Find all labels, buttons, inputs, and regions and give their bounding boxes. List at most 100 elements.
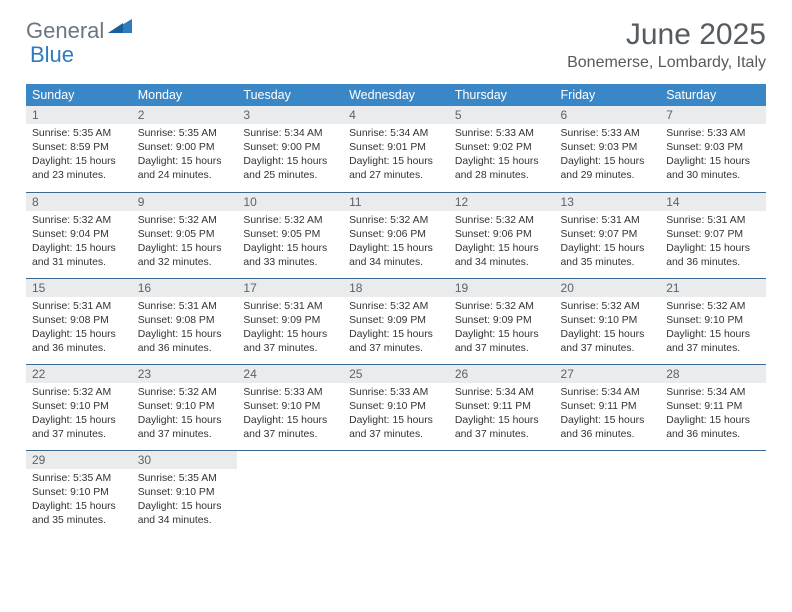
weekday-header-row: SundayMondayTuesdayWednesdayThursdayFrid…: [26, 84, 766, 106]
day-details: Sunrise: 5:31 AMSunset: 9:07 PMDaylight:…: [555, 211, 661, 276]
day-number: 22: [26, 365, 132, 383]
calendar-cell: 27Sunrise: 5:34 AMSunset: 9:11 PMDayligh…: [555, 364, 661, 450]
calendar-cell: 1Sunrise: 5:35 AMSunset: 8:59 PMDaylight…: [26, 106, 132, 192]
calendar-table: SundayMondayTuesdayWednesdayThursdayFrid…: [26, 84, 766, 536]
day-number: 11: [343, 193, 449, 211]
day-number: 30: [132, 451, 238, 469]
day-details: Sunrise: 5:33 AMSunset: 9:10 PMDaylight:…: [343, 383, 449, 448]
day-details: Sunrise: 5:31 AMSunset: 9:09 PMDaylight:…: [237, 297, 343, 362]
calendar-cell: 28Sunrise: 5:34 AMSunset: 9:11 PMDayligh…: [660, 364, 766, 450]
calendar-cell: 21Sunrise: 5:32 AMSunset: 9:10 PMDayligh…: [660, 278, 766, 364]
title-block: June 2025 Bonemerse, Lombardy, Italy: [567, 18, 766, 72]
calendar-cell: 25Sunrise: 5:33 AMSunset: 9:10 PMDayligh…: [343, 364, 449, 450]
day-details: Sunrise: 5:35 AMSunset: 8:59 PMDaylight:…: [26, 124, 132, 189]
day-details: Sunrise: 5:34 AMSunset: 9:11 PMDaylight:…: [660, 383, 766, 448]
calendar-cell: 24Sunrise: 5:33 AMSunset: 9:10 PMDayligh…: [237, 364, 343, 450]
calendar-body: 1Sunrise: 5:35 AMSunset: 8:59 PMDaylight…: [26, 106, 766, 536]
day-details: Sunrise: 5:32 AMSunset: 9:10 PMDaylight:…: [555, 297, 661, 362]
day-details: Sunrise: 5:32 AMSunset: 9:05 PMDaylight:…: [132, 211, 238, 276]
day-details: Sunrise: 5:32 AMSunset: 9:09 PMDaylight:…: [449, 297, 555, 362]
day-details: Sunrise: 5:32 AMSunset: 9:06 PMDaylight:…: [343, 211, 449, 276]
day-details: Sunrise: 5:34 AMSunset: 9:00 PMDaylight:…: [237, 124, 343, 189]
weekday-header: Monday: [132, 84, 238, 106]
calendar-row: 15Sunrise: 5:31 AMSunset: 9:08 PMDayligh…: [26, 278, 766, 364]
day-details: Sunrise: 5:32 AMSunset: 9:10 PMDaylight:…: [660, 297, 766, 362]
day-number: 9: [132, 193, 238, 211]
logo-word-2: Blue: [30, 42, 74, 67]
day-details: Sunrise: 5:32 AMSunset: 9:05 PMDaylight:…: [237, 211, 343, 276]
day-number: 3: [237, 106, 343, 124]
day-number: 6: [555, 106, 661, 124]
logo-word-1: General: [26, 18, 104, 44]
day-details: Sunrise: 5:31 AMSunset: 9:07 PMDaylight:…: [660, 211, 766, 276]
day-details: Sunrise: 5:33 AMSunset: 9:10 PMDaylight:…: [237, 383, 343, 448]
weekday-header: Thursday: [449, 84, 555, 106]
calendar-cell: 4Sunrise: 5:34 AMSunset: 9:01 PMDaylight…: [343, 106, 449, 192]
day-details: Sunrise: 5:34 AMSunset: 9:11 PMDaylight:…: [555, 383, 661, 448]
day-number: 8: [26, 193, 132, 211]
day-number: 25: [343, 365, 449, 383]
weekday-header: Tuesday: [237, 84, 343, 106]
day-number: 17: [237, 279, 343, 297]
calendar-cell: 22Sunrise: 5:32 AMSunset: 9:10 PMDayligh…: [26, 364, 132, 450]
day-number: 23: [132, 365, 238, 383]
location-text: Bonemerse, Lombardy, Italy: [567, 54, 766, 72]
day-number: 1: [26, 106, 132, 124]
day-details: Sunrise: 5:31 AMSunset: 9:08 PMDaylight:…: [132, 297, 238, 362]
calendar-row: 22Sunrise: 5:32 AMSunset: 9:10 PMDayligh…: [26, 364, 766, 450]
calendar-cell: ..: [449, 450, 555, 536]
calendar-cell: 5Sunrise: 5:33 AMSunset: 9:02 PMDaylight…: [449, 106, 555, 192]
day-number: 4: [343, 106, 449, 124]
day-number: 18: [343, 279, 449, 297]
day-details: Sunrise: 5:35 AMSunset: 9:00 PMDaylight:…: [132, 124, 238, 189]
calendar-cell: 19Sunrise: 5:32 AMSunset: 9:09 PMDayligh…: [449, 278, 555, 364]
day-details: Sunrise: 5:35 AMSunset: 9:10 PMDaylight:…: [132, 469, 238, 534]
day-number: 24: [237, 365, 343, 383]
day-number: 26: [449, 365, 555, 383]
calendar-cell: ..: [660, 450, 766, 536]
day-number: 16: [132, 279, 238, 297]
day-details: Sunrise: 5:33 AMSunset: 9:03 PMDaylight:…: [660, 124, 766, 189]
calendar-cell: 13Sunrise: 5:31 AMSunset: 9:07 PMDayligh…: [555, 192, 661, 278]
weekday-header: Sunday: [26, 84, 132, 106]
calendar-cell: 9Sunrise: 5:32 AMSunset: 9:05 PMDaylight…: [132, 192, 238, 278]
header: General June 2025 Bonemerse, Lombardy, I…: [0, 0, 792, 78]
calendar-cell: 29Sunrise: 5:35 AMSunset: 9:10 PMDayligh…: [26, 450, 132, 536]
day-number: 7: [660, 106, 766, 124]
calendar-row: 29Sunrise: 5:35 AMSunset: 9:10 PMDayligh…: [26, 450, 766, 536]
day-details: Sunrise: 5:33 AMSunset: 9:03 PMDaylight:…: [555, 124, 661, 189]
calendar-cell: 26Sunrise: 5:34 AMSunset: 9:11 PMDayligh…: [449, 364, 555, 450]
day-number: 21: [660, 279, 766, 297]
day-details: Sunrise: 5:31 AMSunset: 9:08 PMDaylight:…: [26, 297, 132, 362]
calendar-cell: 30Sunrise: 5:35 AMSunset: 9:10 PMDayligh…: [132, 450, 238, 536]
logo: General: [26, 18, 134, 44]
day-number: 20: [555, 279, 661, 297]
calendar-row: 8Sunrise: 5:32 AMSunset: 9:04 PMDaylight…: [26, 192, 766, 278]
day-details: Sunrise: 5:34 AMSunset: 9:01 PMDaylight:…: [343, 124, 449, 189]
day-number: 12: [449, 193, 555, 211]
calendar-cell: 17Sunrise: 5:31 AMSunset: 9:09 PMDayligh…: [237, 278, 343, 364]
weekday-header: Saturday: [660, 84, 766, 106]
calendar-cell: 23Sunrise: 5:32 AMSunset: 9:10 PMDayligh…: [132, 364, 238, 450]
calendar-cell: 7Sunrise: 5:33 AMSunset: 9:03 PMDaylight…: [660, 106, 766, 192]
day-number: 5: [449, 106, 555, 124]
calendar-cell: ..: [343, 450, 449, 536]
day-details: Sunrise: 5:32 AMSunset: 9:10 PMDaylight:…: [132, 383, 238, 448]
calendar-cell: 16Sunrise: 5:31 AMSunset: 9:08 PMDayligh…: [132, 278, 238, 364]
day-details: Sunrise: 5:33 AMSunset: 9:02 PMDaylight:…: [449, 124, 555, 189]
calendar-cell: ..: [555, 450, 661, 536]
calendar-cell: 12Sunrise: 5:32 AMSunset: 9:06 PMDayligh…: [449, 192, 555, 278]
day-number: 10: [237, 193, 343, 211]
calendar-cell: 2Sunrise: 5:35 AMSunset: 9:00 PMDaylight…: [132, 106, 238, 192]
triangle-icon: [108, 17, 132, 38]
calendar-cell: 18Sunrise: 5:32 AMSunset: 9:09 PMDayligh…: [343, 278, 449, 364]
day-number: 27: [555, 365, 661, 383]
calendar-cell: 14Sunrise: 5:31 AMSunset: 9:07 PMDayligh…: [660, 192, 766, 278]
calendar-cell: 20Sunrise: 5:32 AMSunset: 9:10 PMDayligh…: [555, 278, 661, 364]
day-number: 29: [26, 451, 132, 469]
day-details: Sunrise: 5:32 AMSunset: 9:10 PMDaylight:…: [26, 383, 132, 448]
calendar-cell: 8Sunrise: 5:32 AMSunset: 9:04 PMDaylight…: [26, 192, 132, 278]
day-details: Sunrise: 5:32 AMSunset: 9:09 PMDaylight:…: [343, 297, 449, 362]
day-details: Sunrise: 5:34 AMSunset: 9:11 PMDaylight:…: [449, 383, 555, 448]
calendar-cell: 15Sunrise: 5:31 AMSunset: 9:08 PMDayligh…: [26, 278, 132, 364]
